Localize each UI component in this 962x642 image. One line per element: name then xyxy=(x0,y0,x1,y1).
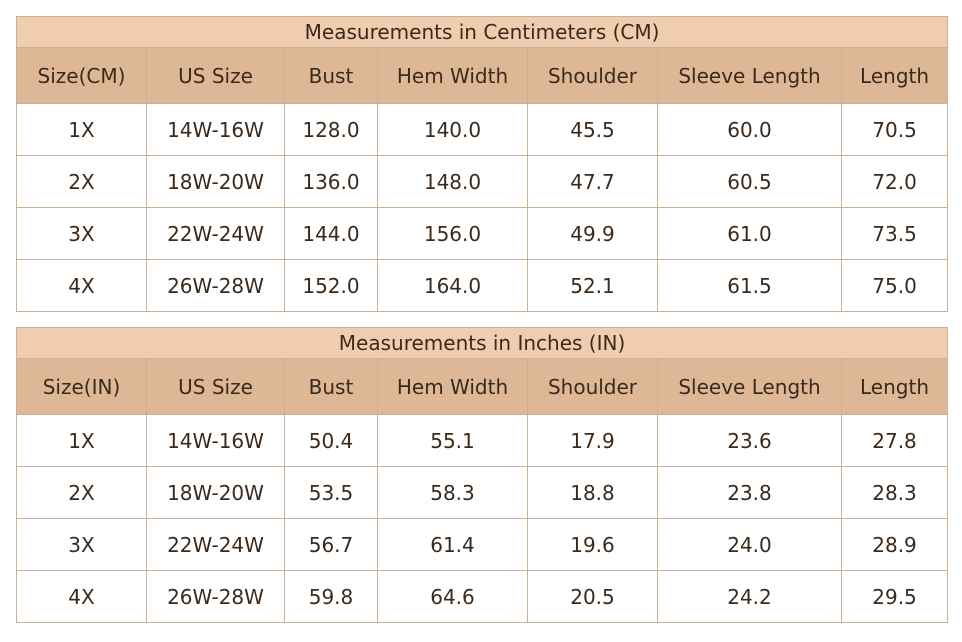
data-cell: 28.3 xyxy=(840,466,949,519)
data-cell: 148.0 xyxy=(377,155,528,208)
data-cell: 72.0 xyxy=(840,155,949,208)
data-cell: 18W-20W xyxy=(146,466,285,519)
data-cell: 23.6 xyxy=(657,414,842,467)
table-title: Measurements in Inches (IN) xyxy=(15,327,949,359)
data-cell: 50.4 xyxy=(284,414,378,467)
data-cell: 140.0 xyxy=(377,103,528,156)
header-cell: Hem Width xyxy=(377,358,528,415)
data-cell: 152.0 xyxy=(284,259,378,312)
data-cell: 3X xyxy=(16,207,147,260)
data-cell: 59.8 xyxy=(284,570,378,623)
data-cell: 49.9 xyxy=(527,207,658,260)
size-table: Measurements in Centimeters (CM) Size(CM)… xyxy=(15,16,949,312)
data-row: 1X 14W-16W 128.0 140.0 45.5 60.0 70.5 xyxy=(16,103,949,156)
header-cell: Length xyxy=(840,358,949,415)
data-cell: 53.5 xyxy=(284,466,378,519)
data-cell: 1X xyxy=(16,103,147,156)
data-cell: 144.0 xyxy=(284,207,378,260)
header-cell: Hem Width xyxy=(377,47,528,104)
data-cell: 164.0 xyxy=(377,259,528,312)
data-row: 2X 18W-20W 53.5 58.3 18.8 23.8 28.3 xyxy=(16,466,949,519)
data-cell: 64.6 xyxy=(377,570,528,623)
header-cell: Sleeve Length xyxy=(657,358,842,415)
data-cell: 2X xyxy=(16,155,147,208)
data-cell: 52.1 xyxy=(527,259,658,312)
data-cell: 27.8 xyxy=(840,414,949,467)
data-cell: 61.5 xyxy=(657,259,842,312)
data-cell: 47.7 xyxy=(527,155,658,208)
title-row: Measurements in Inches (IN) xyxy=(15,327,949,359)
data-cell: 156.0 xyxy=(377,207,528,260)
data-cell: 58.3 xyxy=(377,466,528,519)
data-cell: 4X xyxy=(16,570,147,623)
data-cell: 60.0 xyxy=(657,103,842,156)
title-row: Measurements in Centimeters (CM) xyxy=(15,16,949,48)
data-cell: 73.5 xyxy=(840,207,949,260)
data-row: 2X 18W-20W 136.0 148.0 47.7 60.5 72.0 xyxy=(16,155,949,208)
size-charts: Measurements in Centimeters (CM) Size(CM)… xyxy=(15,16,949,638)
data-cell: 61.4 xyxy=(377,518,528,571)
data-cell: 3X xyxy=(16,518,147,571)
data-cell: 26W-28W xyxy=(146,259,285,312)
data-cell: 136.0 xyxy=(284,155,378,208)
data-cell: 18W-20W xyxy=(146,155,285,208)
header-cell: Size(IN) xyxy=(16,358,147,415)
data-cell: 14W-16W xyxy=(146,103,285,156)
header-cell: Bust xyxy=(284,47,378,104)
data-cell: 14W-16W xyxy=(146,414,285,467)
header-row: Size(IN) US Size Bust Hem Width Shoulder Slee… xyxy=(16,358,949,415)
data-cell: 22W-24W xyxy=(146,518,285,571)
data-cell: 18.8 xyxy=(527,466,658,519)
data-row: 4X 26W-28W 152.0 164.0 52.1 61.5 75.0 xyxy=(16,259,949,312)
data-cell: 29.5 xyxy=(840,570,949,623)
header-cell: Length xyxy=(840,47,949,104)
data-cell: 60.5 xyxy=(657,155,842,208)
data-cell: 55.1 xyxy=(377,414,528,467)
data-row: 4X 26W-28W 59.8 64.6 20.5 24.2 29.5 xyxy=(16,570,949,623)
header-cell: US Size xyxy=(146,358,285,415)
header-cell: Size(CM) xyxy=(16,47,147,104)
data-cell: 128.0 xyxy=(284,103,378,156)
data-cell: 4X xyxy=(16,259,147,312)
data-cell: 56.7 xyxy=(284,518,378,571)
data-cell: 24.2 xyxy=(657,570,842,623)
header-cell: US Size xyxy=(146,47,285,104)
data-cell: 75.0 xyxy=(840,259,949,312)
data-cell: 23.8 xyxy=(657,466,842,519)
data-cell: 22W-24W xyxy=(146,207,285,260)
header-cell: Shoulder xyxy=(527,47,658,104)
header-cell: Sleeve Length xyxy=(657,47,842,104)
data-row: 1X 14W-16W 50.4 55.1 17.9 23.6 27.8 xyxy=(16,414,949,467)
data-cell: 20.5 xyxy=(527,570,658,623)
data-cell: 61.0 xyxy=(657,207,842,260)
data-cell: 28.9 xyxy=(840,518,949,571)
data-row: 3X 22W-24W 144.0 156.0 49.9 61.0 73.5 xyxy=(16,207,949,260)
size-table: Measurements in Inches (IN) Size(IN) US Si… xyxy=(15,327,949,623)
data-cell: 70.5 xyxy=(840,103,949,156)
header-cell: Bust xyxy=(284,358,378,415)
header-cell: Shoulder xyxy=(527,358,658,415)
data-cell: 45.5 xyxy=(527,103,658,156)
data-cell: 2X xyxy=(16,466,147,519)
data-row: 3X 22W-24W 56.7 61.4 19.6 24.0 28.9 xyxy=(16,518,949,571)
data-cell: 24.0 xyxy=(657,518,842,571)
header-row: Size(CM) US Size Bust Hem Width Shoulder Slee… xyxy=(16,47,949,104)
data-cell: 17.9 xyxy=(527,414,658,467)
table-title: Measurements in Centimeters (CM) xyxy=(15,16,949,48)
data-cell: 26W-28W xyxy=(146,570,285,623)
data-cell: 1X xyxy=(16,414,147,467)
data-cell: 19.6 xyxy=(527,518,658,571)
